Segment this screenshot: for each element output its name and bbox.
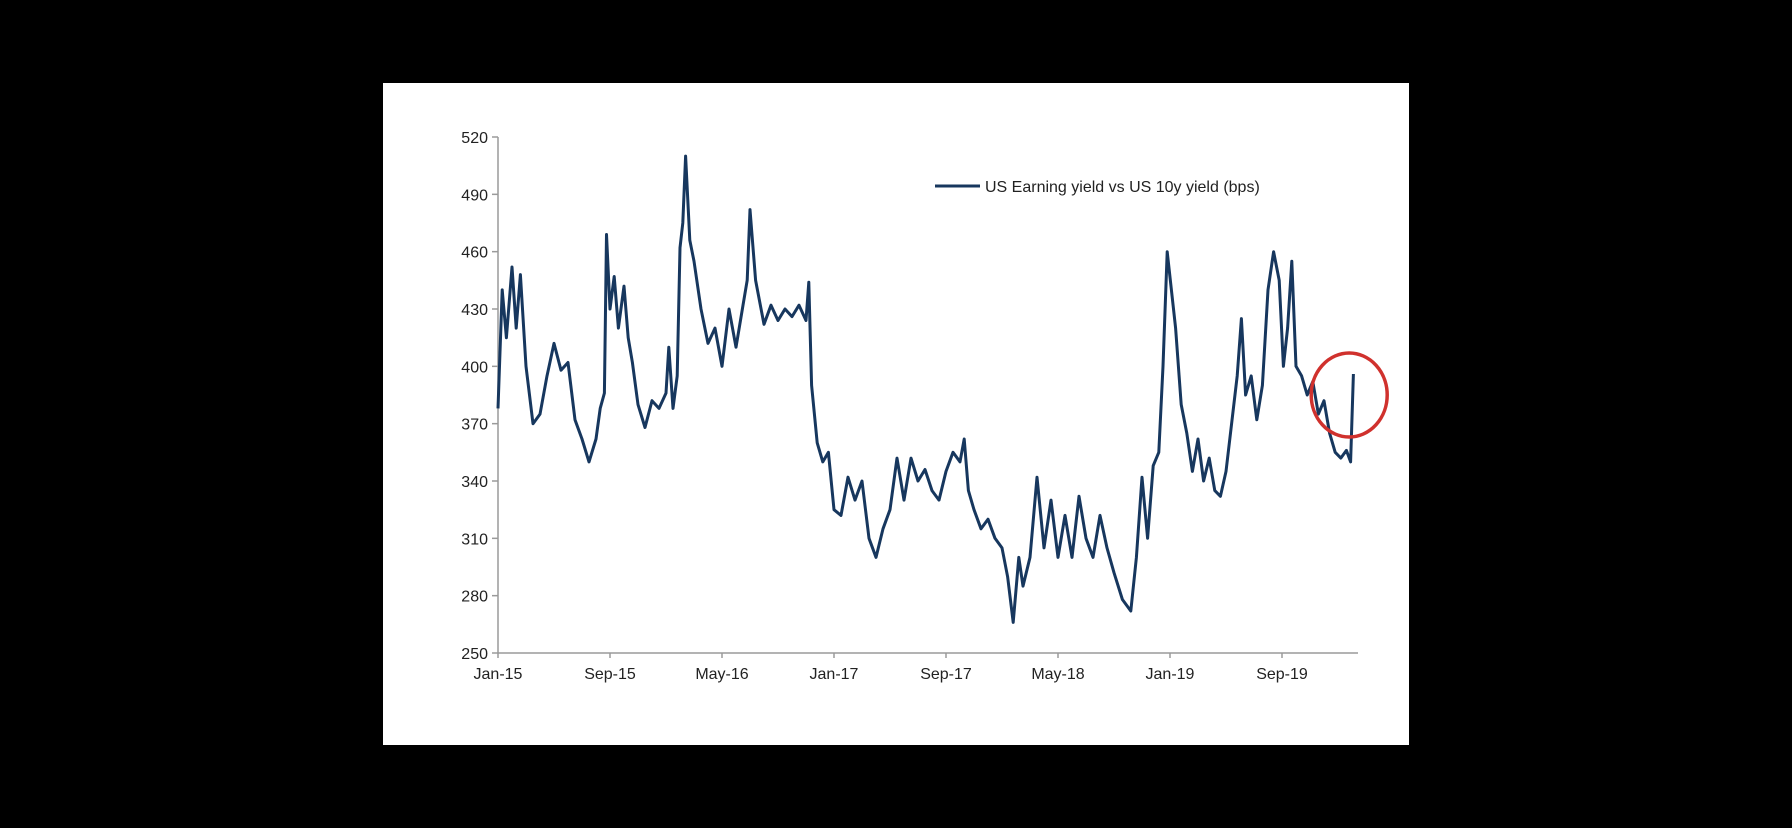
chart-panel [383,83,1409,745]
x-tick-label: Sep-17 [920,666,972,683]
x-tick-label: May-18 [1031,666,1084,683]
y-tick-label: 520 [461,130,488,147]
y-tick-label: 430 [461,302,488,319]
legend: US Earning yield vs US 10y yield (bps) [935,179,1260,196]
x-tick-label: Sep-15 [584,666,636,683]
x-ticks: Jan-15 Sep-15 May-16 Jan-17 Sep-17 May-18 Jan-… [474,653,1308,683]
x-tick-label: Jan-15 [474,666,523,683]
y-tick-label: 400 [461,359,488,376]
series-line [496,154,1355,624]
y-tick-label: 370 [461,417,488,434]
y-tick-label: 310 [461,531,488,548]
axes [497,137,1358,654]
highlight-circle [1309,351,1389,439]
x-tick-label: Sep-19 [1256,666,1308,683]
x-tick-label: Jan-19 [1146,666,1195,683]
y-tick-label: 340 [461,474,488,491]
y-ticks: 250 280 310 340 370 400 430 460 490 520 [461,130,498,663]
x-tick-label: Jan-17 [810,666,859,683]
y-tick-label: 250 [461,646,488,663]
y-tick-label: 280 [461,589,488,606]
legend-label: US Earning yield vs US 10y yield (bps) [985,179,1260,196]
x-tick-label: May-16 [695,666,748,683]
y-tick-label: 490 [461,187,488,204]
y-tick-label: 460 [461,245,488,262]
